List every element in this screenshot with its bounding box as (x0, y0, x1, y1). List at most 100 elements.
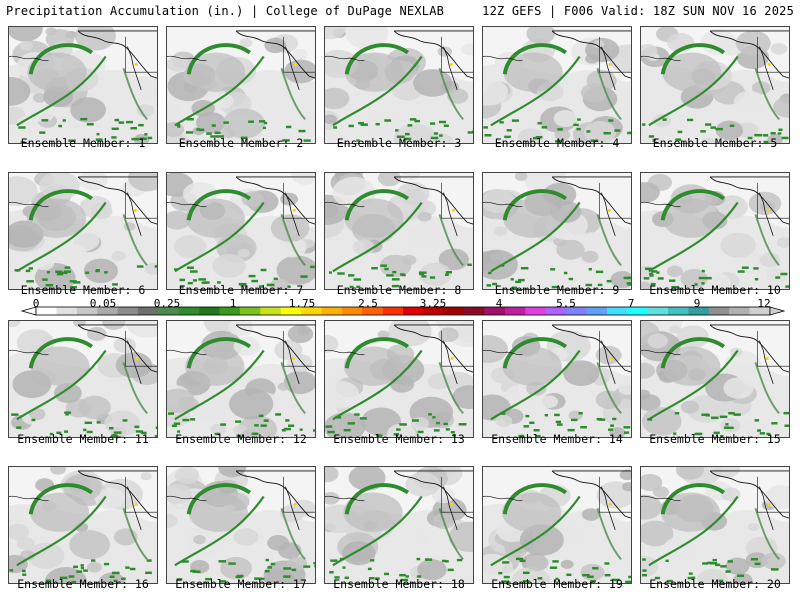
colorbar-swatch (239, 307, 261, 315)
ensemble-map-panel (8, 320, 158, 438)
colorbar-swatch (137, 307, 159, 315)
precip-map (483, 173, 631, 289)
colorbar-swatch (423, 307, 445, 315)
colorbar-swatch (586, 307, 608, 315)
colorbar-swatch (76, 307, 98, 315)
colorbar-tick-label: 3.25 (419, 297, 447, 310)
colorbar-swatch (56, 307, 78, 315)
colorbar-swatch (260, 307, 281, 315)
ensemble-member-label: Ensemble Member: 3 (336, 136, 462, 150)
ensemble-map-panel (8, 26, 158, 144)
ensemble-map-panel (482, 172, 632, 290)
colorbar-swatch (627, 307, 648, 315)
colorbar-tick-label: 9 (693, 297, 701, 310)
precip-map (325, 173, 473, 289)
ensemble-member-label: Ensemble Member: 8 (336, 283, 462, 297)
ensemble-member-label: Ensemble Member: 6 (20, 283, 146, 297)
colorbar-swatch (545, 307, 567, 315)
ensemble-member-label: Ensemble Member: 12 (175, 432, 307, 446)
ensemble-map-panel (166, 320, 316, 438)
ensemble-map-panel (640, 26, 790, 144)
ensemble-map-panel (166, 172, 316, 290)
ensemble-member-label: Ensemble Member: 17 (175, 577, 307, 591)
precip-map (483, 27, 631, 143)
precip-map (483, 321, 631, 437)
colorbar-tick-label: 7 (627, 297, 635, 310)
ensemble-member-label: Ensemble Member: 13 (333, 432, 465, 446)
colorbar-swatch (749, 307, 771, 315)
colorbar-right-arrow (769, 306, 786, 316)
colorbar-swatch (158, 307, 180, 315)
ensemble-map-panel (482, 26, 632, 144)
precip-map (9, 173, 157, 289)
ensemble-member-label: Ensemble Member: 15 (649, 432, 781, 446)
ensemble-member-label: Ensemble Member: 9 (494, 283, 620, 297)
ensemble-member-label: Ensemble Member: 16 (17, 577, 149, 591)
precip-map (167, 467, 315, 583)
ensemble-map-panel (8, 172, 158, 290)
colorbar-swatch (117, 307, 139, 315)
ensemble-member-label: Ensemble Member: 4 (494, 136, 620, 150)
ensemble-map-panel (482, 466, 632, 584)
colorbar-swatch (647, 307, 669, 315)
ensemble-map-panel (166, 26, 316, 144)
colorbar-swatch (464, 307, 485, 315)
precip-map (641, 321, 789, 437)
colorbar-tick-label: 1 (229, 297, 237, 310)
precip-map (325, 467, 473, 583)
precip-map (167, 173, 315, 289)
ensemble-map-panel (324, 26, 474, 144)
colorbar-swatch (403, 307, 424, 315)
precip-colorbar (20, 306, 786, 316)
colorbar-swatch (199, 307, 220, 315)
colorbar-swatch (729, 307, 750, 315)
colorbar-tick-label: 4 (495, 297, 503, 310)
colorbar-swatch (97, 307, 118, 315)
colorbar-swatch (688, 307, 710, 315)
ensemble-member-label: Ensemble Member: 10 (649, 283, 781, 297)
colorbar-swatch (443, 307, 465, 315)
precip-map (325, 321, 473, 437)
colorbar-swatch (382, 307, 404, 315)
colorbar-swatch (566, 307, 587, 315)
ensemble-member-label: Ensemble Member: 18 (333, 577, 465, 591)
ensemble-member-label: Ensemble Member: 14 (491, 432, 623, 446)
colorbar-tick-label: 0.05 (89, 297, 117, 310)
ensemble-map-panel (166, 466, 316, 584)
colorbar-swatch (219, 307, 241, 315)
precip-map (9, 467, 157, 583)
colorbar-tick-label: 0 (32, 297, 40, 310)
colorbar-swatch (178, 307, 200, 315)
colorbar-swatch (301, 307, 322, 315)
ensemble-map-panel (324, 466, 474, 584)
ensemble-member-label: Ensemble Member: 11 (17, 432, 149, 446)
precip-map (167, 321, 315, 437)
colorbar-swatch (280, 307, 302, 315)
ensemble-map-panel (640, 320, 790, 438)
colorbar-swatch (341, 307, 363, 315)
colorbar-swatch (525, 307, 547, 315)
precip-map (325, 27, 473, 143)
ensemble-member-label: Ensemble Member: 20 (649, 577, 781, 591)
ensemble-member-label: Ensemble Member: 2 (178, 136, 304, 150)
colorbar-swatch (606, 307, 628, 315)
precip-map (641, 27, 789, 143)
colorbar-tick-label: 5.5 (556, 297, 576, 310)
colorbar-swatch (321, 307, 343, 315)
colorbar-swatch (708, 307, 730, 315)
model-run-info: 12Z GEFS | F006 Valid: 18Z SUN NOV 16 20… (482, 4, 794, 18)
colorbar-swatch (504, 307, 526, 315)
colorbar-swatch (668, 307, 689, 315)
ensemble-map-panel (324, 320, 474, 438)
ensemble-map-panel (640, 466, 790, 584)
precip-map (167, 27, 315, 143)
precip-map (641, 173, 789, 289)
colorbar-swatch (362, 307, 383, 315)
precip-map (9, 27, 157, 143)
ensemble-map-panel (482, 320, 632, 438)
map-title: Precipitation Accumulation (in.) | Colle… (6, 4, 445, 18)
ensemble-member-label: Ensemble Member: 19 (491, 577, 623, 591)
ensemble-member-label: Ensemble Member: 7 (178, 283, 304, 297)
colorbar-tick-label: 12 (757, 297, 771, 310)
precip-map (641, 467, 789, 583)
